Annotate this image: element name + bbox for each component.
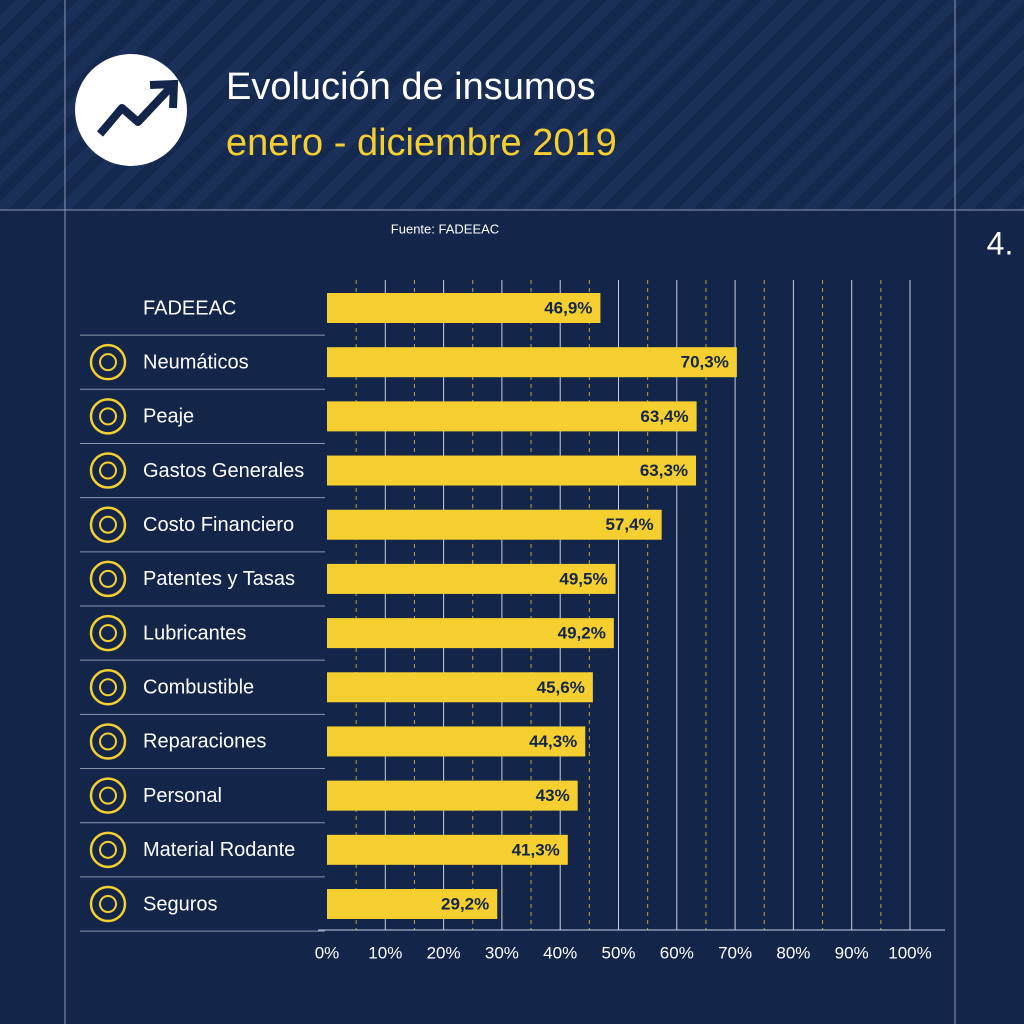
category-icon	[89, 723, 127, 760]
x-tick-label: 100%	[888, 943, 931, 962]
value-label: 70,3%	[681, 353, 729, 372]
value-label: 49,5%	[559, 569, 607, 588]
category-icon	[99, 840, 117, 859]
value-label: 57,4%	[605, 515, 653, 534]
category-label: Material Rodante	[143, 839, 295, 861]
category-icon	[99, 732, 117, 751]
page-number: 4.	[987, 225, 1014, 261]
value-label: 41,3%	[512, 840, 560, 859]
category-icon	[89, 398, 127, 435]
x-tick-label: 70%	[718, 943, 752, 962]
category-icon	[99, 569, 117, 588]
x-tick-label: 10%	[368, 943, 402, 962]
value-label: 44,3%	[529, 732, 577, 751]
x-tick-label: 40%	[543, 943, 577, 962]
bar	[327, 563, 616, 594]
category-label: Personal	[143, 785, 222, 807]
category-icon	[89, 669, 127, 706]
category-label: Patentes y Tasas	[143, 568, 295, 590]
value-label: 29,2%	[441, 894, 489, 913]
trend-icon	[149, 79, 179, 109]
source: Fuente: FADEEAC	[391, 221, 499, 236]
bar	[327, 455, 697, 486]
category-icon	[89, 777, 127, 814]
bar	[327, 401, 697, 432]
bar	[327, 889, 498, 919]
bar	[327, 293, 601, 323]
bar	[327, 780, 578, 811]
value-label: 49,2%	[558, 624, 606, 643]
x-tick-label: 90%	[835, 943, 869, 962]
category-icon	[99, 461, 117, 480]
category-label: FADEEAC	[143, 297, 236, 319]
category-label: Seguros	[143, 893, 218, 915]
category-icon	[99, 786, 117, 805]
x-tick-label: 80%	[776, 943, 810, 962]
category-icon	[89, 452, 127, 489]
x-tick-label: 20%	[427, 943, 461, 962]
category-icon	[89, 343, 127, 381]
category-label: Lubricantes	[143, 622, 246, 644]
value-label: 45,6%	[537, 678, 585, 697]
chart-title: Evolución de insumos	[226, 66, 596, 108]
category-label: Reparaciones	[143, 731, 266, 753]
value-label: 46,9%	[544, 298, 592, 317]
category-label: Peaje	[143, 406, 194, 428]
value-label: 43%	[536, 786, 570, 805]
category-label: Combustible	[143, 677, 254, 699]
x-tick-label: 60%	[660, 943, 694, 962]
category-icon	[99, 407, 117, 426]
bar	[327, 618, 614, 649]
category-icon	[99, 895, 117, 913]
x-tick-label: 30%	[485, 943, 519, 962]
category-icon	[99, 353, 117, 372]
category-icon	[99, 624, 117, 643]
bar	[327, 726, 586, 757]
x-tick-label: 50%	[601, 943, 635, 962]
category-icon	[99, 678, 117, 697]
header-icon	[75, 54, 187, 166]
bar	[327, 509, 662, 540]
category-icon	[89, 506, 127, 543]
category-icon	[99, 515, 117, 534]
category-icon	[89, 614, 127, 652]
category-icon	[89, 831, 127, 869]
category-label: Gastos Generales	[143, 460, 304, 482]
category-icon	[89, 885, 127, 923]
category-icon	[89, 560, 127, 598]
x-tick-label: 0%	[315, 943, 340, 962]
bar	[327, 834, 568, 865]
value-label: 63,4%	[640, 407, 688, 426]
trend-icon	[96, 85, 173, 137]
category-label: Neumáticos	[143, 351, 249, 373]
category-label: Costo Financiero	[143, 514, 294, 536]
bar	[327, 672, 593, 703]
value-label: 63,3%	[640, 461, 688, 480]
bar	[327, 347, 737, 378]
chart-subtitle: enero - diciembre 2019	[226, 122, 617, 164]
